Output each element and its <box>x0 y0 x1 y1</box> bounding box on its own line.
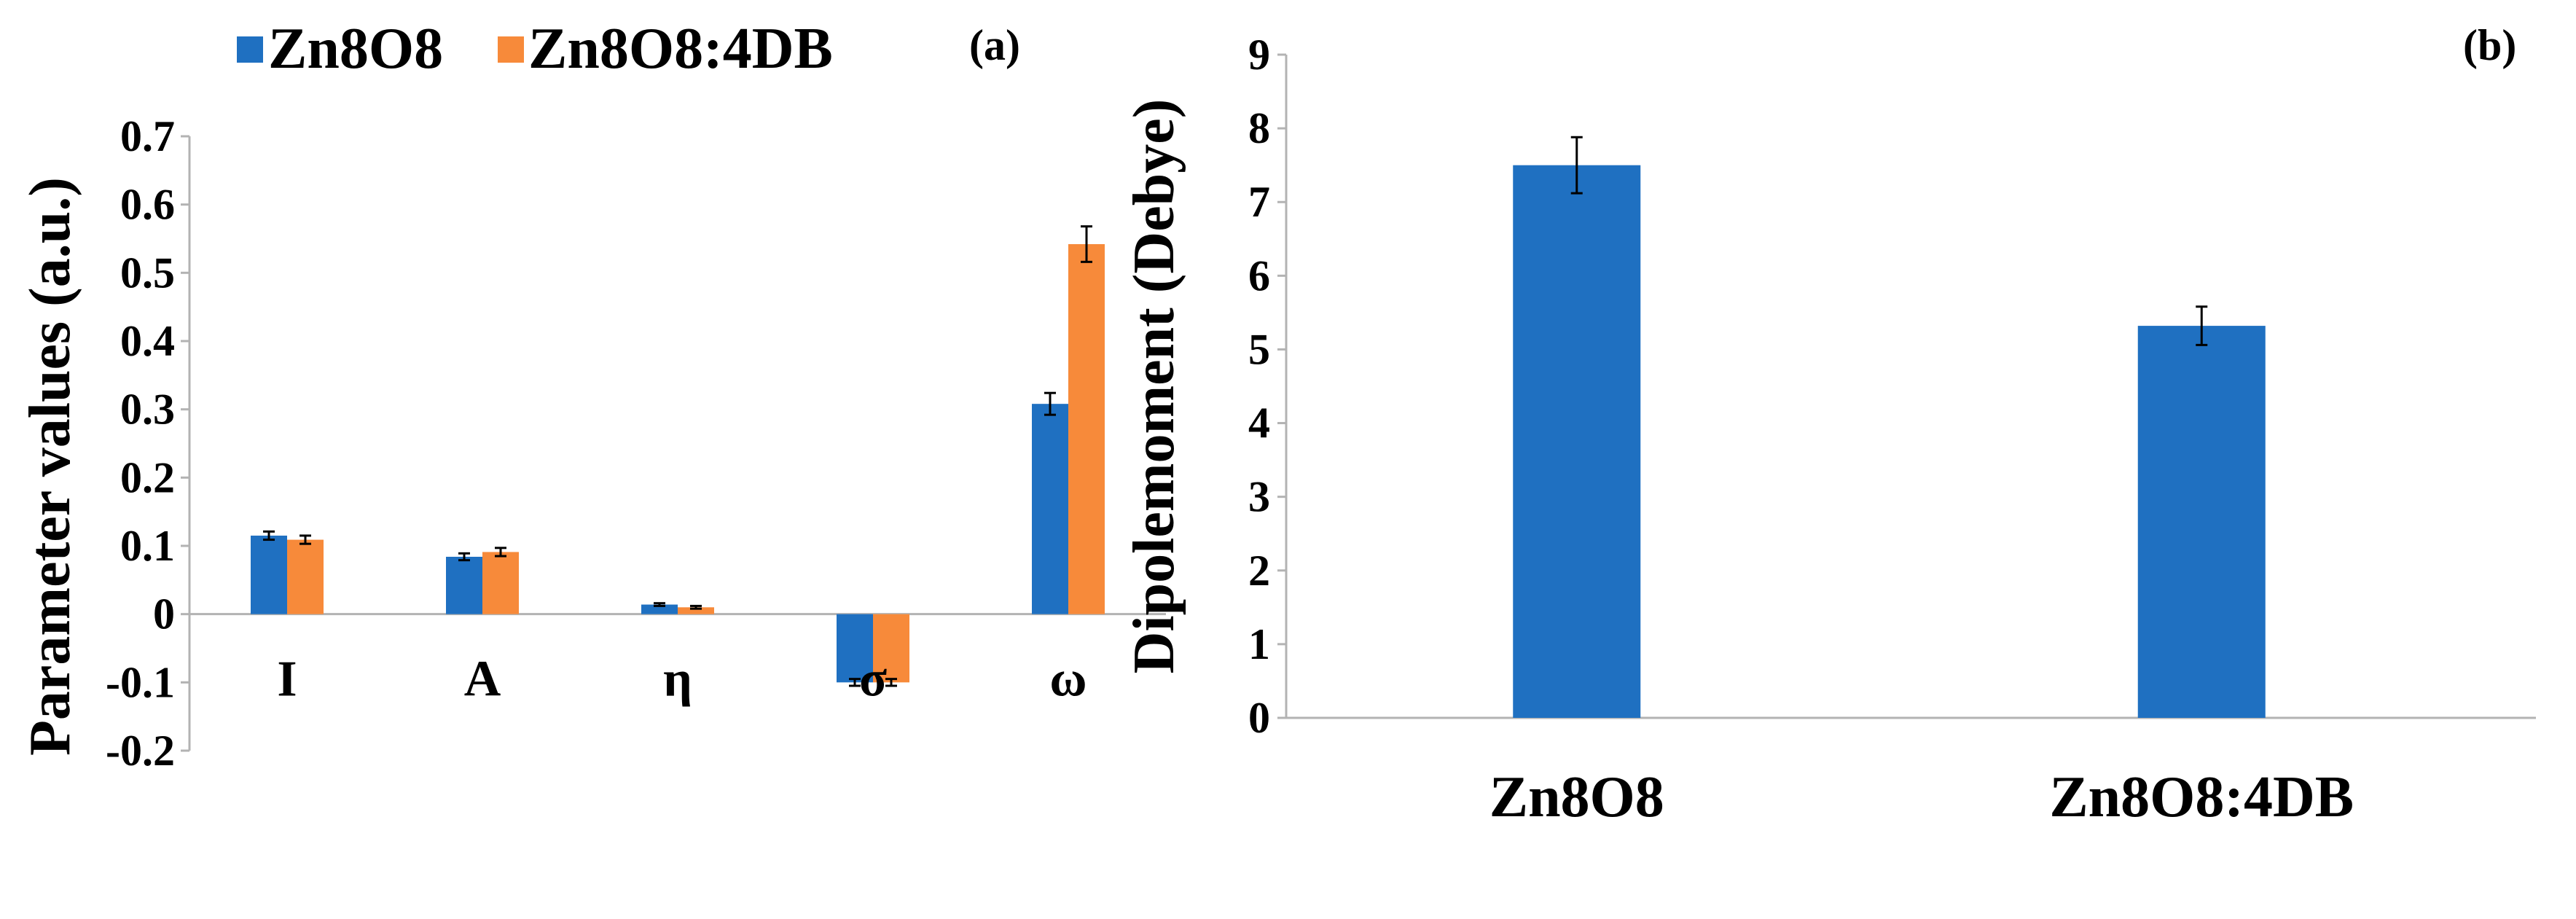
y-tick-label: 0.5 <box>120 249 175 297</box>
y-tick-label: 0.1 <box>120 522 175 570</box>
bar-zn8o8-4db <box>1068 243 1105 614</box>
category-labels-b: Zn8O8 Zn8O8:4DB <box>1489 765 2354 829</box>
bar-zn8o8-4db <box>287 539 324 614</box>
y-tick-label: 0.6 <box>120 181 175 229</box>
y-axis-title-b: Dipolemoment (Debye) <box>1122 99 1186 674</box>
category-label: I <box>277 651 297 707</box>
y-tick-label: 1 <box>1248 620 1270 668</box>
error-bar <box>458 552 470 562</box>
panel-b: (b) Dipolemoment (Debye) 0 1 2 3 4 5 6 7 8 9 Zn8O… <box>1122 21 2536 829</box>
y-tick-label: 0.7 <box>120 112 175 160</box>
y-tick-label: 3 <box>1248 473 1270 521</box>
error-bar <box>1081 225 1092 263</box>
bar-dipolemoment <box>2137 326 2266 719</box>
y-tick-label: 0 <box>153 590 175 638</box>
y-tick-label: -0.1 <box>106 658 175 706</box>
y-tick-label: 0.4 <box>120 317 175 365</box>
category-label: Zn8O8:4DB <box>2049 765 2354 829</box>
y-tick-label: 6 <box>1248 251 1270 300</box>
y-ticks-a: -0.2 -0.1 0 0.1 0.2 0.3 0.4 0.5 0.6 0.7 <box>106 112 189 775</box>
panel-label-a: (a) <box>969 21 1020 69</box>
y-tick-label: 0.2 <box>120 453 175 501</box>
bar-zn8o8-4db <box>873 614 909 683</box>
y-tick-label: 2 <box>1248 547 1270 595</box>
legend-swatch-zn8o8-4db <box>498 36 524 63</box>
bar-zn8o8 <box>1032 404 1068 614</box>
bar-zn8o8-4db <box>678 607 714 614</box>
y-tick-label: 8 <box>1248 104 1270 152</box>
error-bar <box>1044 391 1056 416</box>
bar-zn8o8-4db <box>482 552 519 614</box>
error-bar <box>690 604 702 610</box>
bar-zn8o8 <box>251 535 287 614</box>
legend-a: Zn8O8 Zn8O8:4DB <box>237 17 833 81</box>
error-bar <box>2196 305 2208 346</box>
y-tick-label: 0.3 <box>120 386 175 434</box>
y-axis-title-a: Parameter values (a.u.) <box>18 177 82 756</box>
error-bar <box>1570 136 1583 195</box>
y-tick-label: 9 <box>1248 31 1270 79</box>
bars-a <box>251 243 1105 683</box>
y-ticks-b: 0 1 2 3 4 5 6 7 8 9 <box>1248 31 1286 742</box>
bar-zn8o8 <box>641 604 678 614</box>
category-label: σ <box>859 651 887 707</box>
panel-label-b: (b) <box>2463 21 2516 69</box>
category-label: ω <box>1049 651 1087 707</box>
error-bar <box>885 678 897 687</box>
bar-dipolemoment <box>1513 165 1641 718</box>
legend-label-zn8o8-4db: Zn8O8:4DB <box>528 17 833 81</box>
y-tick-label: -0.2 <box>106 727 175 775</box>
category-label: η <box>663 651 692 707</box>
y-tick-label: 0 <box>1248 694 1270 742</box>
y-tick-label: 5 <box>1248 325 1270 373</box>
error-bar <box>495 547 506 558</box>
panel-a: Zn8O8 Zn8O8:4DB (a) Parameter values (a.… <box>18 17 1166 775</box>
error-bars-a <box>263 225 1092 687</box>
category-label: A <box>464 651 501 707</box>
error-bars-b <box>1570 136 2208 346</box>
error-bar <box>300 534 311 545</box>
error-bar <box>849 678 861 687</box>
bar-zn8o8 <box>446 556 482 614</box>
y-tick-label: 4 <box>1248 399 1270 447</box>
error-bar <box>654 602 665 607</box>
y-tick-label: 7 <box>1248 178 1270 226</box>
bar-zn8o8 <box>837 614 873 683</box>
category-label: Zn8O8 <box>1489 765 1664 829</box>
error-bar <box>263 530 275 541</box>
bars-b <box>1513 165 2266 719</box>
legend-swatch-zn8o8 <box>237 36 263 63</box>
legend-label-zn8o8: Zn8O8 <box>268 17 443 81</box>
